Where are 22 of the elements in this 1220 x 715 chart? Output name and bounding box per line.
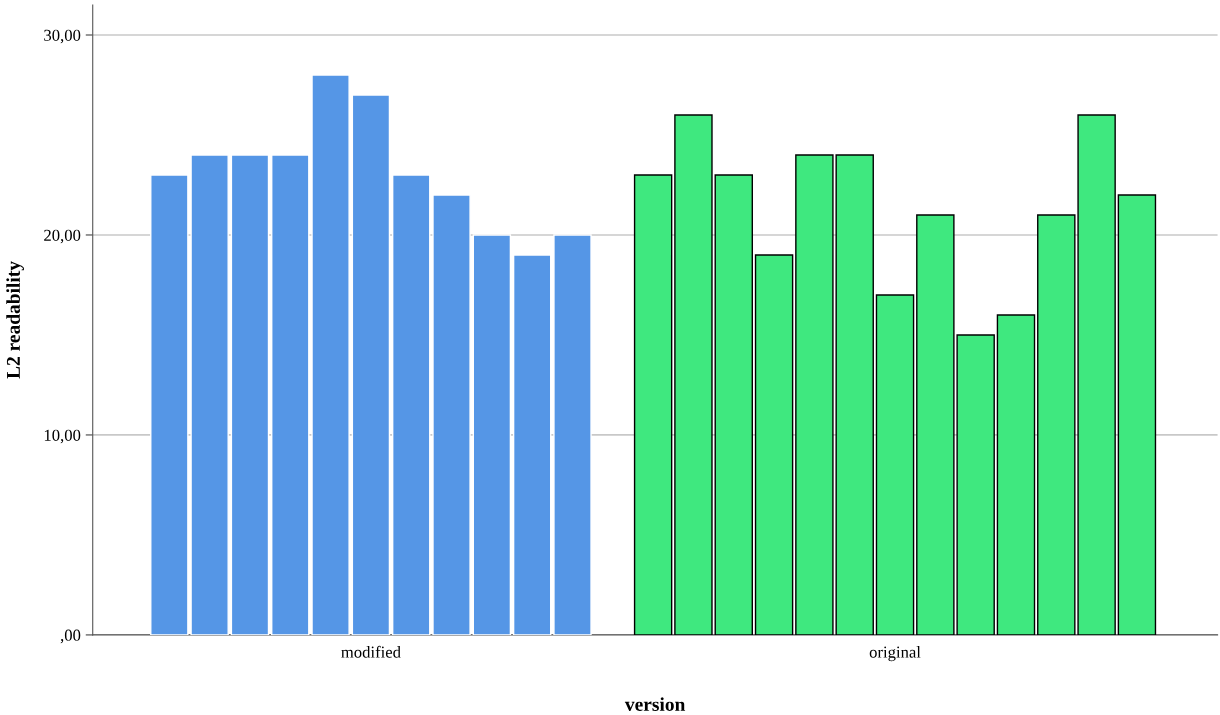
y-tick-label: 10,00 — [44, 429, 81, 444]
y-tick-label: 30,00 — [44, 29, 81, 44]
bar — [633, 174, 673, 635]
bar — [553, 234, 592, 635]
bar — [512, 254, 552, 635]
y-tick-label: 20,00 — [44, 229, 81, 244]
y-tick-label: ,00 — [60, 629, 81, 644]
bar — [714, 174, 753, 635]
bar — [351, 94, 391, 635]
bar — [754, 254, 794, 635]
bar — [230, 154, 270, 635]
bar — [432, 194, 471, 635]
y-axis-title: L2 readability — [6, 261, 24, 379]
x-tick-label: original — [869, 646, 921, 662]
bar — [996, 314, 1036, 635]
bar — [472, 234, 512, 635]
x-tick-label: modified — [341, 645, 401, 658]
bar — [391, 174, 431, 635]
bar — [1117, 194, 1157, 635]
x-axis-title: version — [624, 697, 686, 711]
bar — [674, 114, 713, 635]
bar — [875, 294, 915, 635]
